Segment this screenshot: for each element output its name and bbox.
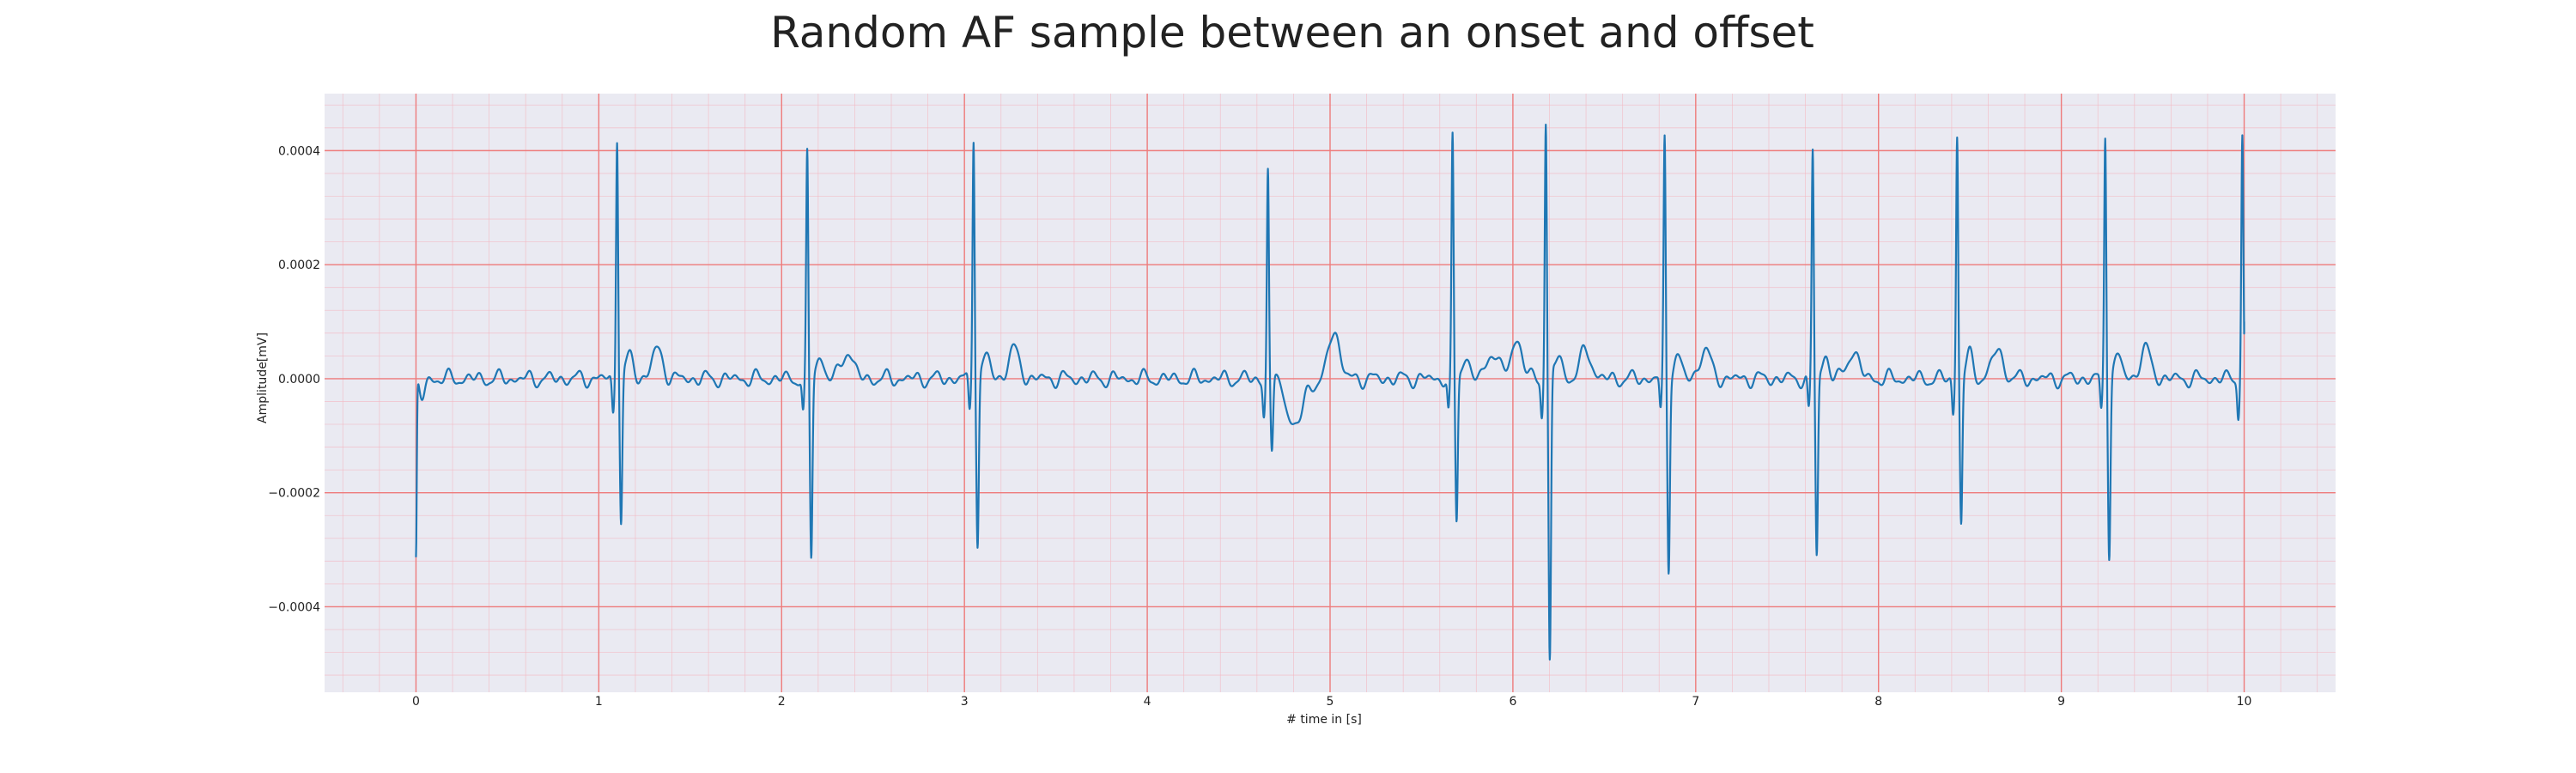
y-tick-label: 0.0000 xyxy=(278,373,320,386)
y-tick-label: −0.0002 xyxy=(268,487,320,501)
x-tick-label: 8 xyxy=(1874,695,1882,709)
x-tick-label: 5 xyxy=(1327,695,1334,709)
y-tick-label: 0.0002 xyxy=(278,259,320,272)
ecg-signal-line xyxy=(415,123,2245,661)
x-tick-label: 1 xyxy=(595,695,603,709)
x-tick-label: 0 xyxy=(412,695,420,709)
chart-title: Random AF sample between an onset and of… xyxy=(770,8,1814,58)
y-axis-label: Amplitude[mV] xyxy=(256,332,270,423)
y-tick-label: −0.0004 xyxy=(268,600,320,614)
x-tick-label: 7 xyxy=(1692,695,1699,709)
major-grid xyxy=(325,94,2336,692)
x-axis-ticks: 0 1 2 3 4 5 6 7 8 9 10 xyxy=(412,695,2251,709)
y-tick-label: 0.0004 xyxy=(278,144,320,158)
x-tick-label: 9 xyxy=(2057,695,2065,709)
x-tick-label: 4 xyxy=(1144,695,1151,709)
x-tick-label: 10 xyxy=(2237,695,2252,709)
x-tick-label: 6 xyxy=(1509,695,1516,709)
x-tick-label: 2 xyxy=(778,695,786,709)
x-axis-label: # time in [s] xyxy=(1286,713,1362,727)
y-axis-ticks: −0.0004 −0.0002 0.0000 0.0002 0.0004 xyxy=(268,144,320,614)
x-tick-label: 3 xyxy=(961,695,969,709)
